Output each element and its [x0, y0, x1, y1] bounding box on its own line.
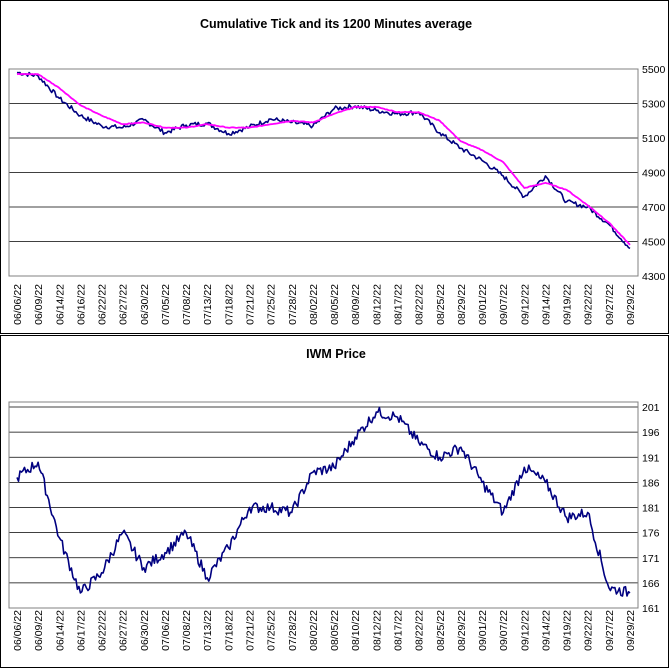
y-tick-label: 161 [642, 603, 660, 615]
y-tick-label: 181 [642, 503, 660, 515]
x-tick-label: 08/02/22 [308, 284, 320, 325]
x-tick-label: 08/12/22 [371, 610, 383, 651]
x-tick-label: 08/12/22 [371, 284, 383, 325]
x-tick-label: 08/29/22 [456, 284, 468, 325]
x-tick-label: 08/02/22 [308, 610, 320, 651]
x-tick-label: 06/27/22 [118, 284, 130, 325]
x-tick-label: 08/09/22 [350, 284, 362, 325]
x-tick-label: 07/21/22 [245, 284, 257, 325]
y-tick-label: 5500 [642, 64, 666, 76]
x-tick-label: 09/12/22 [519, 284, 531, 325]
x-tick-label: 09/14/22 [540, 284, 552, 325]
series-line-primary [16, 71, 631, 250]
x-tick-label: 06/09/22 [33, 610, 45, 651]
x-tick-label: 09/01/22 [477, 610, 489, 651]
series-line-primary [16, 406, 631, 597]
chart-title: IWM Price [306, 347, 366, 361]
x-tick-label: 09/19/22 [562, 610, 574, 651]
x-tick-label: 09/22/22 [583, 610, 595, 651]
x-tick-label: 09/12/22 [519, 610, 531, 651]
x-tick-label: 06/06/22 [12, 610, 24, 651]
x-tick-label: 09/22/22 [583, 284, 595, 325]
x-tick-label: 06/30/22 [139, 610, 151, 651]
iwm-price-chart: IWM Price 201 196 191 186 181 176 171 166 161 06/… [8, 347, 660, 651]
plot-area [8, 68, 639, 277]
y-tick-label: 5100 [642, 133, 666, 145]
y-tick-label: 176 [642, 528, 660, 540]
x-tick-label: 06/22/22 [97, 610, 109, 651]
x-tick-label: 08/05/22 [329, 610, 341, 651]
cumulative-tick-chart: Cumulative Tick and its 1200 Minutes ave… [8, 17, 666, 325]
x-tick-label: 09/29/22 [625, 610, 637, 651]
y-tick-label: 4500 [642, 237, 666, 249]
x-tick-label: 06/27/22 [118, 610, 130, 651]
y-tick-label: 196 [642, 427, 660, 439]
x-tick-label: 08/22/22 [414, 610, 426, 651]
x-tick-label: 09/29/22 [625, 284, 637, 325]
x-tick-label: 06/14/22 [54, 610, 66, 651]
x-tick-label: 08/29/22 [456, 610, 468, 651]
x-tick-label: 07/21/22 [245, 610, 257, 651]
y-tick-label: 4300 [642, 271, 666, 283]
x-tick-label: 08/17/22 [392, 610, 404, 651]
chart-title: Cumulative Tick and its 1200 Minutes ave… [200, 17, 472, 31]
y-tick-label: 201 [642, 402, 660, 414]
x-tick-label: 07/25/22 [266, 610, 278, 651]
y-tick-label: 4900 [642, 168, 666, 180]
x-tick-label: 09/07/22 [498, 610, 510, 651]
y-tick-label: 166 [642, 578, 660, 590]
x-tick-label: 08/05/22 [329, 284, 341, 325]
x-tick-label: 07/13/22 [202, 610, 214, 651]
x-tick-label: 08/22/22 [414, 284, 426, 325]
x-tick-label: 07/18/22 [223, 284, 235, 325]
x-tick-label: 06/16/22 [75, 284, 87, 325]
iwm-price-chart-panel: IWM Price 201 196 191 186 181 176 171 166 161 06/… [0, 335, 669, 668]
x-tick-label: 09/19/22 [562, 284, 574, 325]
x-tick-label: 08/10/22 [350, 610, 362, 651]
x-tick-label: 06/17/22 [75, 610, 87, 651]
x-tick-label: 07/06/22 [160, 610, 172, 651]
x-tick-label: 06/09/22 [33, 284, 45, 325]
x-tick-label: 07/08/22 [181, 610, 193, 651]
y-tick-label: 171 [642, 553, 660, 565]
x-tick-label: 09/07/22 [498, 284, 510, 325]
cumulative-tick-chart-panel: Cumulative Tick and its 1200 Minutes ave… [0, 0, 669, 334]
x-tick-label: 09/14/22 [540, 610, 552, 651]
x-tick-label: 07/18/22 [223, 610, 235, 651]
series-line-average [16, 73, 631, 246]
y-tick-label: 191 [642, 452, 660, 464]
x-tick-label: 07/28/22 [287, 610, 299, 651]
x-tick-label: 09/01/22 [477, 284, 489, 325]
y-tick-label: 5300 [642, 99, 666, 111]
x-tick-label: 08/25/22 [435, 610, 447, 651]
x-tick-label: 08/17/22 [392, 284, 404, 325]
x-tick-label: 07/05/22 [160, 284, 172, 325]
x-tick-label: 07/08/22 [181, 284, 193, 325]
x-tick-label: 09/27/22 [604, 610, 616, 651]
y-tick-label: 4700 [642, 202, 666, 214]
y-tick-label: 186 [642, 477, 660, 489]
x-tick-label: 07/28/22 [287, 284, 299, 325]
x-tick-label: 06/22/22 [97, 284, 109, 325]
x-tick-label: 07/25/22 [266, 284, 278, 325]
x-tick-label: 06/14/22 [54, 284, 66, 325]
x-tick-label: 08/25/22 [435, 284, 447, 325]
x-tick-label: 09/27/22 [604, 284, 616, 325]
x-tick-label: 06/30/22 [139, 284, 151, 325]
x-tick-label: 06/06/22 [12, 284, 24, 325]
plot-area [8, 401, 639, 609]
x-tick-label: 07/13/22 [202, 284, 214, 325]
